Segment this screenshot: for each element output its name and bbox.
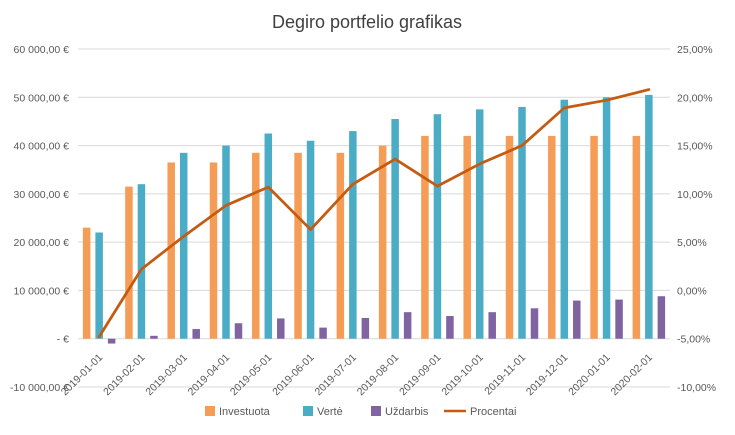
x-tick-label: 2019-03-01 <box>143 352 190 399</box>
bar-vertė <box>475 109 484 339</box>
bar-investuota <box>125 186 133 339</box>
left-tick-label: -10 000,00 € <box>10 382 69 394</box>
x-tick-label: 2019-10-01 <box>439 352 486 399</box>
bar-uždarbis <box>615 299 623 339</box>
bar-uždarbis <box>319 327 327 339</box>
bar-uždarbis <box>150 335 158 339</box>
bar-uždarbis <box>234 323 243 339</box>
bar-uždarbis <box>530 308 539 339</box>
right-tick-label: 15,00% <box>677 141 713 153</box>
line-series <box>97 88 651 339</box>
left-tick-label: 50 000,00 € <box>14 92 70 104</box>
bar-investuota <box>463 135 471 339</box>
bar-uždarbis <box>403 312 412 339</box>
bar-uždarbis <box>361 317 370 339</box>
bar-uždarbis <box>657 296 666 339</box>
left-tick-label: 60 000,00 € <box>14 44 70 56</box>
right-tick-label: 5,00% <box>677 237 707 249</box>
legend-swatch-investuota <box>205 406 215 416</box>
x-tick-label: 2019-06-01 <box>270 352 317 399</box>
bar-uždarbis <box>277 318 285 339</box>
left-tick-label: 30 000,00 € <box>14 189 70 201</box>
chart-title: Degiro portfelio grafikas <box>272 12 462 32</box>
x-tick-label: 2019-04-01 <box>186 352 233 399</box>
left-tick-label: 40 000,00 € <box>14 141 70 153</box>
bar-investuota <box>548 135 556 339</box>
bar-investuota <box>209 162 218 339</box>
bar-vertė <box>602 97 611 339</box>
bar-vertė <box>645 94 653 339</box>
x-axis: 2019-01-012019-02-012019-03-012019-04-01… <box>59 352 655 399</box>
x-tick-label: 2019-01-01 <box>59 352 106 399</box>
x-tick-label: 2019-02-01 <box>101 352 148 399</box>
bar-investuota <box>421 135 429 339</box>
right-tick-label: -10,00% <box>677 382 716 394</box>
bar-vertė <box>349 131 357 339</box>
legend-label: Vertė <box>317 406 343 418</box>
bar-uždarbis <box>446 316 454 339</box>
left-tick-label: - € <box>57 334 69 346</box>
x-tick-label: 2020-02-01 <box>609 352 656 399</box>
right-tick-label: -5,00% <box>677 334 710 346</box>
legend-swatch-vertė <box>303 406 313 416</box>
bar-uždarbis <box>192 329 200 339</box>
x-tick-label: 2019-11-01 <box>482 352 528 398</box>
left-tick-label: 10 000,00 € <box>14 285 70 297</box>
bar-investuota <box>505 135 514 339</box>
bar-investuota <box>294 152 302 339</box>
right-axis: -10,00% -5,00% 0,00% 5,00% 10,00% 15,00% 20,00… <box>677 44 716 394</box>
bar-uždarbis <box>107 338 116 344</box>
x-tick-label: 2019-07-01 <box>313 352 360 399</box>
bar-vertė <box>264 133 273 339</box>
legend-label: Procentai <box>470 406 516 418</box>
bar-vertė <box>137 184 146 339</box>
bar-investuota <box>252 152 260 339</box>
right-tick-label: 20,00% <box>677 92 713 104</box>
bar-investuota <box>590 135 598 339</box>
bar-vertė <box>518 106 526 339</box>
bar-investuota <box>378 145 387 339</box>
bar-uždarbis <box>488 312 496 339</box>
x-tick-label: 2019-09-01 <box>397 352 444 399</box>
legend-label: Investuota <box>219 406 271 418</box>
x-tick-label: 2019-08-01 <box>355 352 402 399</box>
x-tick-label: 2019-05-01 <box>228 352 275 399</box>
legend-label: Uždarbis <box>385 406 429 418</box>
x-tick-label: 2019-12-01 <box>524 352 571 399</box>
left-tick-label: 20 000,00 € <box>14 237 70 249</box>
bar-investuota <box>632 135 641 339</box>
left-axis: -10 000,00 € - € 10 000,00 € 20 000,00 € 30 … <box>10 44 69 394</box>
x-tick-label: 2020-01-01 <box>566 352 613 399</box>
bar-vertė <box>95 232 103 339</box>
bar-investuota <box>336 152 345 339</box>
line-procentai <box>97 88 651 339</box>
bar-vertė <box>560 99 569 339</box>
right-tick-label: 10,00% <box>677 189 713 201</box>
bar-series <box>82 94 666 344</box>
right-tick-label: 25,00% <box>677 44 713 56</box>
bar-vertė <box>222 145 230 339</box>
legend: Investuota Vertė Uždarbis Procentai <box>205 406 516 418</box>
legend-swatch-uždarbis <box>371 406 381 416</box>
gridlines <box>78 48 670 388</box>
bar-investuota <box>167 162 175 339</box>
bar-vertė <box>179 152 188 339</box>
bar-investuota <box>82 227 91 339</box>
bar-vertė <box>391 119 399 339</box>
bar-vertė <box>433 114 442 339</box>
right-tick-label: 0,00% <box>677 285 707 297</box>
bar-vertė <box>306 140 315 339</box>
bar-uždarbis <box>573 300 581 339</box>
